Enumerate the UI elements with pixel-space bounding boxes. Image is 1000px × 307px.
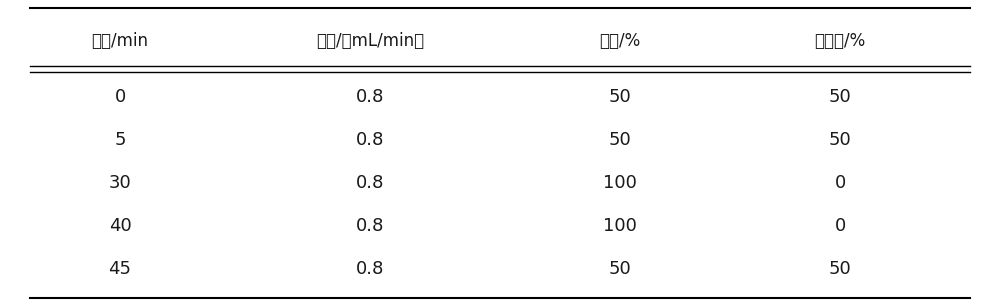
Text: 50: 50: [609, 260, 631, 278]
Text: 0.8: 0.8: [356, 88, 384, 106]
Text: 45: 45: [108, 260, 132, 278]
Text: 0.8: 0.8: [356, 217, 384, 235]
Text: 100: 100: [603, 217, 637, 235]
Text: 50: 50: [609, 88, 631, 106]
Text: 0: 0: [114, 88, 126, 106]
Text: 40: 40: [109, 217, 131, 235]
Text: 30: 30: [109, 174, 131, 192]
Text: 5: 5: [114, 131, 126, 149]
Text: 0: 0: [834, 174, 846, 192]
Text: 时间/min: 时间/min: [92, 33, 148, 50]
Text: 0.8: 0.8: [356, 260, 384, 278]
Text: 流速/（mL/min）: 流速/（mL/min）: [316, 33, 424, 50]
Text: 0: 0: [834, 217, 846, 235]
Text: 0.8: 0.8: [356, 131, 384, 149]
Text: 乙腼/%: 乙腼/%: [599, 33, 641, 50]
Text: 50: 50: [829, 260, 851, 278]
Text: 50: 50: [829, 88, 851, 106]
Text: 100: 100: [603, 174, 637, 192]
Text: 醛酸钓/%: 醛酸钓/%: [814, 33, 866, 50]
Text: 50: 50: [609, 131, 631, 149]
Text: 0.8: 0.8: [356, 174, 384, 192]
Text: 50: 50: [829, 131, 851, 149]
